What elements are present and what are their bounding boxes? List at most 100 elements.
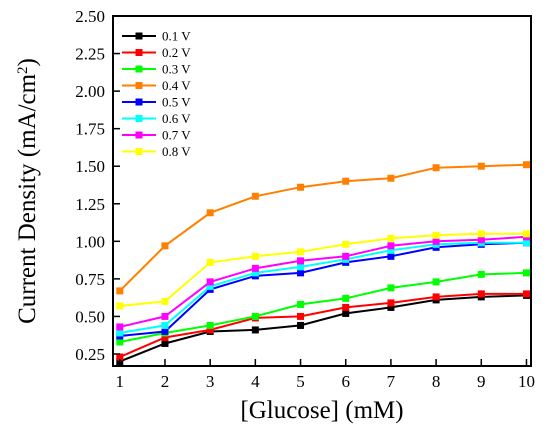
legend-label: 0.5 V (162, 95, 191, 110)
data-point (522, 239, 530, 247)
legend-label: 0.7 V (162, 128, 191, 143)
data-point (161, 242, 169, 250)
legend-swatch-marker (135, 49, 143, 56)
x-tick-label: 2 (161, 372, 170, 391)
data-point (116, 338, 124, 346)
x-tick-label: 5 (296, 372, 305, 391)
y-tick-label: 1.25 (75, 195, 105, 214)
x-axis-title: [Glucose] (mM) (240, 397, 403, 424)
legend-label: 0.6 V (162, 111, 191, 126)
data-point (342, 252, 350, 260)
y-tick-label: 1.50 (75, 157, 105, 176)
data-point (116, 302, 124, 310)
y-tick-label: 0.75 (75, 270, 105, 289)
series-line (119, 235, 527, 328)
data-point (342, 303, 350, 311)
legend-label: 0.4 V (162, 78, 191, 93)
data-point (477, 290, 485, 298)
data-point (432, 231, 440, 239)
data-point (251, 312, 259, 320)
data-point (161, 321, 169, 329)
y-tick-label: 0.25 (75, 345, 105, 364)
legend: 0.1 V0.2 V 0.3 V0.4 V 0.5 V0.6 V 0.7 V0.8 V (122, 29, 191, 159)
legend-swatch-marker (135, 32, 143, 40)
plot-lines (116, 161, 530, 365)
x-axis: 1 2 3 4 5 6 7 8 9 10 (116, 359, 535, 391)
data-point (297, 263, 305, 271)
data-point (342, 309, 350, 317)
y-tick-label: 0.50 (75, 307, 105, 326)
data-point (297, 248, 305, 256)
data-point (477, 270, 485, 278)
data-point (522, 230, 530, 238)
series-line (119, 294, 527, 363)
data-point (432, 237, 440, 245)
data-point (297, 321, 305, 329)
data-point (161, 297, 169, 305)
data-point (342, 294, 350, 302)
x-tick-label: 7 (387, 372, 396, 391)
data-point (387, 284, 395, 292)
legend-swatch-marker (135, 82, 143, 89)
y-tick-label: 2.00 (75, 82, 105, 101)
data-point (432, 293, 440, 301)
data-point (116, 329, 124, 337)
data-point (251, 192, 259, 200)
data-point (387, 303, 395, 311)
data-point (251, 252, 259, 260)
data-point (432, 164, 440, 172)
data-point (387, 299, 395, 307)
x-tick-label: 1 (116, 372, 125, 391)
data-point (477, 162, 485, 170)
data-point (206, 209, 214, 217)
data-point (432, 278, 440, 286)
data-point (297, 269, 305, 277)
data-point (116, 323, 124, 331)
data-point (522, 290, 530, 298)
legend-label: 0.3 V (162, 62, 191, 77)
series-0-4-V (116, 161, 530, 295)
data-point (206, 278, 214, 286)
series-line (119, 241, 527, 334)
y-axis-title-suffix: ) (14, 58, 41, 66)
plot-frame (112, 15, 532, 367)
legend-label: 0.8 V (162, 144, 191, 159)
data-point (251, 326, 259, 334)
series-line (119, 271, 527, 343)
data-point (116, 287, 124, 295)
data-point (342, 240, 350, 248)
legend-label: 0.2 V (162, 45, 191, 60)
y-tick-label: 2.50 (75, 7, 105, 26)
data-point (116, 353, 124, 361)
x-tick-label: 3 (206, 372, 215, 391)
data-point (206, 326, 214, 334)
data-point (206, 282, 214, 290)
data-point (342, 177, 350, 185)
data-point (161, 312, 169, 320)
y-axis-title-main: Current Density (mA/cm (14, 73, 41, 324)
legend-swatch-marker (135, 65, 143, 73)
y-tick-label: 1.75 (75, 120, 105, 139)
data-point (387, 174, 395, 182)
y-tick-label: 2.25 (75, 45, 105, 64)
data-point (297, 300, 305, 308)
data-point (206, 321, 214, 329)
series-line (119, 232, 527, 307)
x-tick-label: 8 (432, 372, 441, 391)
data-point (297, 183, 305, 191)
x-tick-label: 6 (341, 372, 350, 391)
data-point (387, 234, 395, 242)
data-point (522, 269, 530, 277)
legend-label: 0.1 V (162, 29, 191, 44)
x-tick-label: 9 (477, 372, 486, 391)
data-point (387, 252, 395, 260)
legend-swatch-marker (135, 98, 143, 106)
data-point (161, 333, 169, 341)
series-0-8-V (116, 230, 530, 310)
y-axis: 0.25 0.50 0.75 1.00 1.25 1.50 1.75 2.00 2.25 2.50 (75, 7, 120, 364)
y-tick-label: 1.00 (75, 232, 105, 251)
data-point (522, 161, 530, 169)
x-tick-label: 10 (518, 372, 535, 391)
data-point (161, 339, 169, 347)
